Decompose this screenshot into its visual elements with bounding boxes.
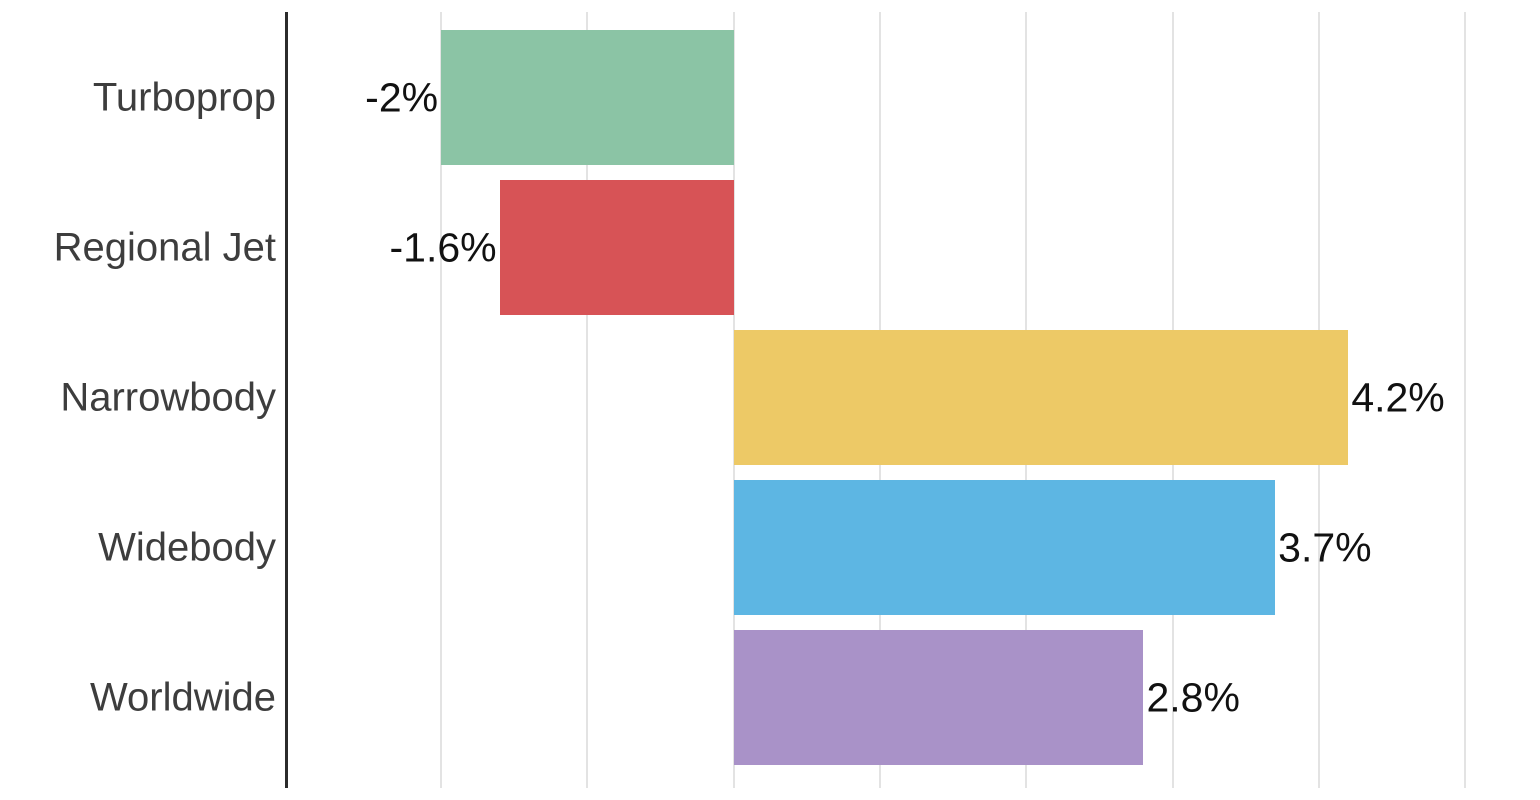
- bar-regional-jet: [499, 180, 734, 315]
- bar-widebody: [733, 480, 1276, 615]
- bar-worldwide: [733, 630, 1144, 765]
- category-label-widebody: Widebody: [98, 525, 276, 569]
- gridline--1pct: [586, 12, 589, 788]
- y-axis-line: [284, 12, 288, 788]
- value-label-widebody: 3.7%: [1278, 524, 1372, 570]
- gridline--2pct: [440, 12, 443, 788]
- bar-narrowbody: [733, 330, 1349, 465]
- value-label-regional-jet: -1.6%: [389, 224, 497, 270]
- bar-turboprop: [441, 30, 734, 165]
- value-label-turboprop: -2%: [365, 74, 439, 120]
- category-label-regional-jet: Regional Jet: [53, 225, 276, 269]
- category-label-turboprop: Turboprop: [92, 75, 276, 119]
- category-label-worldwide: Worldwide: [90, 675, 276, 719]
- gridline-5pct: [1464, 12, 1467, 788]
- value-label-narrowbody: 4.2%: [1351, 374, 1445, 420]
- category-label-narrowbody: Narrowbody: [60, 375, 276, 419]
- value-label-worldwide: 2.8%: [1146, 674, 1240, 720]
